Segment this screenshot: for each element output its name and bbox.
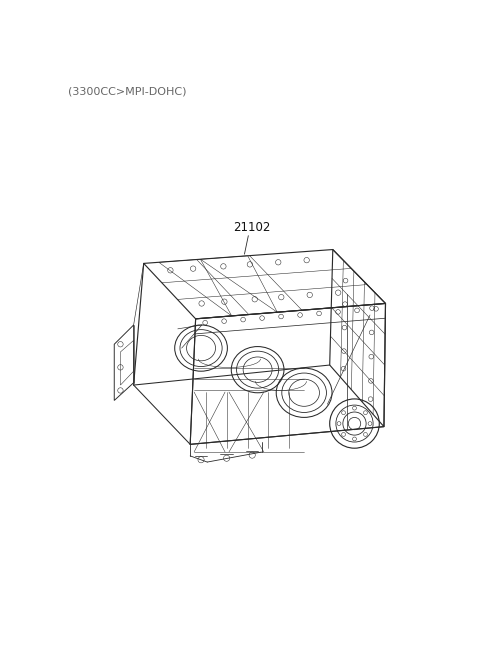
Text: 21102: 21102 [233,221,271,234]
Text: (3300CC>MPI-DOHC): (3300CC>MPI-DOHC) [68,86,186,96]
